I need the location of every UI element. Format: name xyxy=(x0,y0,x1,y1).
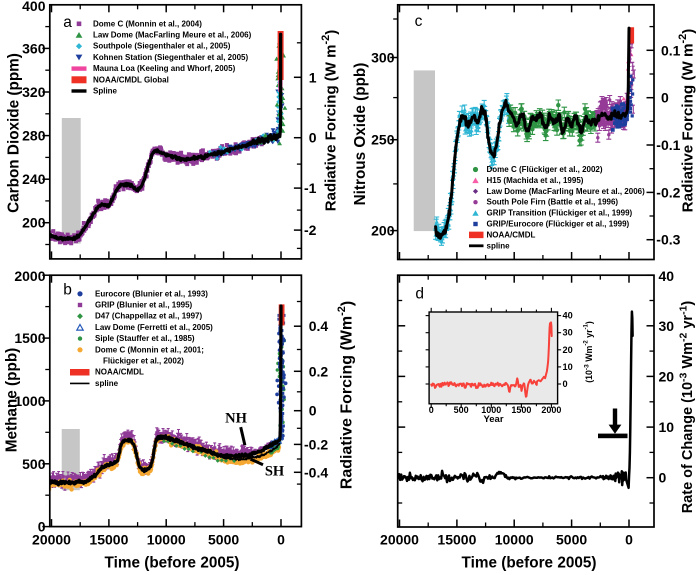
svg-text:0: 0 xyxy=(563,379,568,389)
svg-text:-0.1: -0.1 xyxy=(656,137,680,153)
svg-text:30: 30 xyxy=(659,318,675,334)
svg-text:1000: 1000 xyxy=(14,393,45,409)
svg-text:20000: 20000 xyxy=(380,532,419,548)
svg-text:0: 0 xyxy=(309,130,317,146)
svg-text:D47 (Chappellaz et al., 1997): D47 (Chappellaz et al., 1997) xyxy=(95,312,202,321)
svg-text:spline: spline xyxy=(487,241,511,250)
svg-text:South Pole Firn (Battle et al.: South Pole Firn (Battle et al., 1996) xyxy=(487,198,619,207)
svg-text:1: 1 xyxy=(309,69,317,85)
svg-text:Southpole (Siegenthaler et al.: Southpole (Siegenthaler et al., 2005) xyxy=(93,42,231,51)
svg-text:NOAA/CMDL: NOAA/CMDL xyxy=(95,368,144,377)
svg-text:Law Dome (MacFarling Meure et: Law Dome (MacFarling Meure et al., 2006) xyxy=(93,31,252,40)
svg-text:-0.2: -0.2 xyxy=(304,436,328,452)
svg-text:Methane (ppb): Methane (ppb) xyxy=(4,348,21,453)
svg-text:200: 200 xyxy=(22,215,46,231)
svg-text:0: 0 xyxy=(429,405,434,415)
svg-text:Carbon Dioxide (ppm): Carbon Dioxide (ppm) xyxy=(6,53,23,213)
svg-text:360: 360 xyxy=(22,40,46,56)
svg-text:GRIP/Eurocore (Flückiger et al: GRIP/Eurocore (Flückiger et al., 1999) xyxy=(487,220,630,229)
svg-text:30: 30 xyxy=(563,328,573,338)
svg-text:b: b xyxy=(63,282,72,299)
svg-text:20: 20 xyxy=(563,345,573,355)
svg-text:spline: spline xyxy=(95,379,119,388)
svg-text:280: 280 xyxy=(22,128,46,144)
svg-text:2000: 2000 xyxy=(541,405,561,415)
svg-text:1000: 1000 xyxy=(481,405,501,415)
svg-text:Dome C (Flückiger et al., 2002: Dome C (Flückiger et al., 2002) xyxy=(487,165,603,174)
svg-text:NH: NH xyxy=(225,411,247,427)
svg-text:-1: -1 xyxy=(304,180,317,196)
svg-text:-0.3: -0.3 xyxy=(656,232,680,248)
svg-text:320: 320 xyxy=(22,84,46,100)
svg-text:Year: Year xyxy=(483,414,503,425)
svg-text:Flückiger et al., 2002): Flückiger et al., 2002) xyxy=(103,357,184,366)
svg-text:0: 0 xyxy=(659,470,667,486)
svg-text:Kohnen Station (Siegenthaler e: Kohnen Station (Siegenthaler et al, 2005… xyxy=(93,53,248,62)
svg-text:0.1: 0.1 xyxy=(661,42,681,58)
svg-text:NOAA/CMDL: NOAA/CMDL xyxy=(487,230,536,239)
svg-text:20000: 20000 xyxy=(32,532,71,548)
svg-text:40: 40 xyxy=(563,311,573,321)
svg-text:Dome C (Monnin et al., 2004): Dome C (Monnin et al., 2004) xyxy=(93,19,202,28)
svg-text:Rate of Change (10-3 Wm-2 yr-1: Rate of Change (10-3 Wm-2 yr-1) xyxy=(678,301,697,514)
svg-text:500: 500 xyxy=(454,405,469,415)
svg-text:1500: 1500 xyxy=(511,405,531,415)
svg-text:a: a xyxy=(63,14,72,31)
svg-text:SH: SH xyxy=(265,464,285,480)
svg-text:Siple (Stauffer et al., 1985): Siple (Stauffer et al., 1985) xyxy=(95,334,195,343)
svg-text:Law Dome (Ferretti et al., 200: Law Dome (Ferretti et al., 2005) xyxy=(95,323,213,332)
svg-text:10000: 10000 xyxy=(495,532,534,548)
svg-text:Radiative Forcing (Wm-2): Radiative Forcing (Wm-2) xyxy=(336,301,356,489)
svg-text:Dome C (Monnin et al., 2001;: Dome C (Monnin et al., 2001; xyxy=(95,345,204,354)
svg-text:0: 0 xyxy=(277,532,285,548)
svg-text:10: 10 xyxy=(563,362,573,372)
svg-text:GRIP Transition (Flückiger et: GRIP Transition (Flückiger et al., 1999) xyxy=(487,209,633,218)
svg-text:15000: 15000 xyxy=(437,532,476,548)
svg-text:2000: 2000 xyxy=(14,268,45,284)
svg-text:15000: 15000 xyxy=(89,532,128,548)
svg-text:0: 0 xyxy=(625,532,633,548)
svg-text:240: 240 xyxy=(22,171,46,187)
svg-text:H15 (Machida et al., 1995): H15 (Machida et al., 1995) xyxy=(487,176,584,185)
svg-text:(10-3 Wm-2 yr-1): (10-3 Wm-2 yr-1) xyxy=(583,321,594,383)
svg-text:Time (before 2005): Time (before 2005) xyxy=(105,555,240,572)
svg-text:c: c xyxy=(415,13,423,30)
svg-text:5000: 5000 xyxy=(208,532,239,548)
svg-text:250: 250 xyxy=(371,132,395,148)
svg-text:Mauna Loa (Keeling and Whorf,: Mauna Loa (Keeling and Whorf, 2005) xyxy=(93,64,236,73)
svg-text:0.2: 0.2 xyxy=(309,363,329,379)
svg-text:-0.2: -0.2 xyxy=(656,184,680,200)
svg-text:1500: 1500 xyxy=(14,330,45,346)
svg-text:200: 200 xyxy=(371,223,395,239)
svg-text:d: d xyxy=(415,286,424,303)
svg-text:Law Dome (MacFarling Meure et: Law Dome (MacFarling Meure et al., 2006) xyxy=(487,187,646,196)
svg-text:0: 0 xyxy=(309,403,317,419)
svg-text:Spline: Spline xyxy=(93,87,118,96)
svg-text:-0.4: -0.4 xyxy=(304,464,328,480)
svg-text:-2: -2 xyxy=(304,222,317,238)
svg-text:Time (before 2005): Time (before 2005) xyxy=(462,555,597,572)
svg-text:5000: 5000 xyxy=(556,532,587,548)
svg-text:300: 300 xyxy=(371,50,395,66)
svg-text:GRIP (Blunier et al., 1995): GRIP (Blunier et al., 1995) xyxy=(95,301,193,310)
svg-text:40: 40 xyxy=(659,268,675,284)
svg-text:500: 500 xyxy=(22,456,46,472)
svg-text:0: 0 xyxy=(661,90,669,106)
svg-text:10: 10 xyxy=(659,419,675,435)
svg-text:Radiative Forcing (W m-2): Radiative Forcing (W m-2) xyxy=(320,30,340,211)
svg-text:0: 0 xyxy=(38,519,46,535)
svg-text:400: 400 xyxy=(22,0,46,14)
svg-text:10000: 10000 xyxy=(147,532,186,548)
svg-text:Radiative Forcing (W m-2): Radiative Forcing (W m-2) xyxy=(677,29,697,213)
svg-text:20: 20 xyxy=(659,368,675,384)
svg-text:Nitrous Oxide (ppb): Nitrous Oxide (ppb) xyxy=(352,63,369,206)
svg-text:0.4: 0.4 xyxy=(309,318,329,334)
svg-text:Eurocore (Blunier et al., 199: Eurocore (Blunier et al., 1993) xyxy=(95,289,208,298)
svg-text:NOAA/CMDL Global: NOAA/CMDL Global xyxy=(93,75,169,84)
